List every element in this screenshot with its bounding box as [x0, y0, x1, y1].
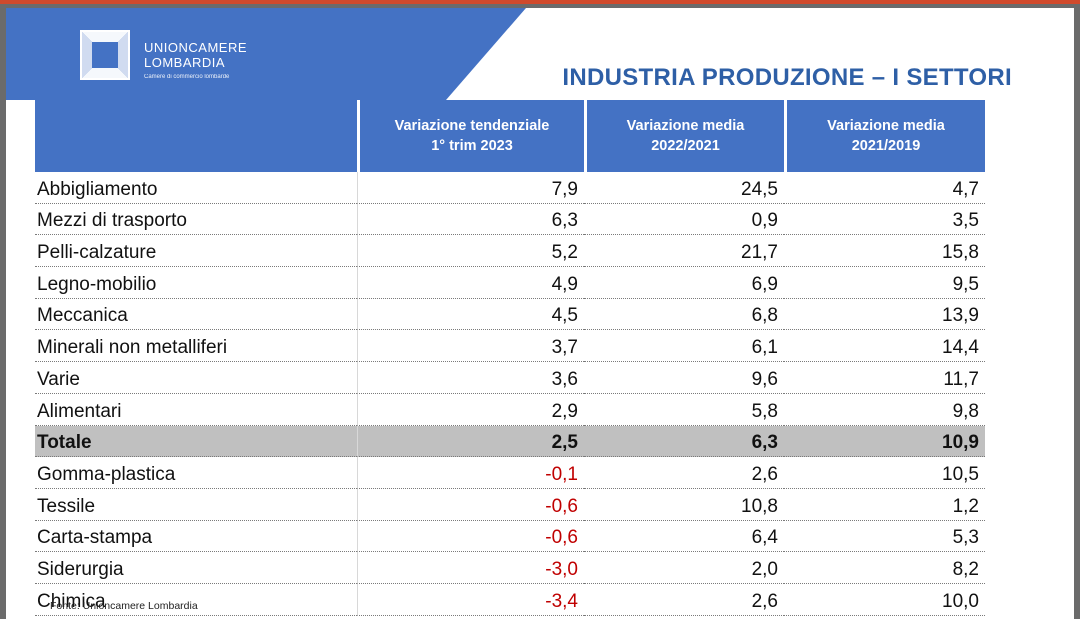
table-row: Legno-mobilio 4,9 6,9 9,5 — [35, 267, 985, 299]
sector-name: Minerali non metalliferi — [35, 330, 357, 363]
value-var-tendenziale: 5,2 — [357, 235, 584, 268]
value-var-media-2021-2019: 9,8 — [784, 394, 985, 426]
table-header-row: Variazione tendenziale 1° trim 2023 Varia… — [35, 100, 985, 172]
sector-table: Variazione tendenziale 1° trim 2023 Varia… — [35, 100, 985, 616]
sector-name: Carta-stampa — [35, 521, 357, 553]
value-var-media-2021-2019: 9,5 — [784, 267, 985, 299]
value-var-tendenziale: 3,7 — [357, 330, 584, 363]
sector-name: Meccanica — [35, 299, 357, 331]
value-var-media-2021-2019: 10,5 — [784, 457, 985, 489]
value-var-media-2022-2021: 6,4 — [584, 521, 784, 553]
slide: UNIONCAMERE LOMBARDIA Camere di commerci… — [6, 8, 1074, 619]
value-var-media-2022-2021: 0,9 — [584, 204, 784, 236]
value-var-media-2021-2019: 10,9 — [784, 425, 985, 458]
value-var-media-2022-2021: 24,5 — [584, 172, 784, 204]
table-row: Abbigliamento 7,9 24,5 4,7 — [35, 172, 985, 204]
table-body: Abbigliamento 7,9 24,5 4,7 Mezzi di trasport… — [35, 172, 985, 616]
table-row-total: Totale 2,5 6,3 10,9 — [35, 425, 985, 458]
value-var-tendenziale: 3,6 — [357, 362, 584, 394]
sector-name: Chimica — [35, 584, 357, 616]
value-var-tendenziale: 4,5 — [357, 298, 584, 331]
table-row: Alimentari 2,9 5,8 9,8 — [35, 393, 985, 426]
table-row: Mezzi di trasporto 6,3 0,9 3,5 — [35, 203, 985, 236]
header-sector — [35, 100, 357, 172]
table-row: Meccanica 4,5 6,8 13,9 — [35, 298, 985, 331]
sector-name: Abbigliamento — [35, 172, 357, 204]
value-var-tendenziale: 4,9 — [357, 267, 584, 299]
value-var-media-2022-2021: 6,3 — [584, 425, 784, 458]
value-var-media-2022-2021: 2,6 — [584, 584, 784, 616]
value-var-tendenziale: -3,0 — [357, 552, 584, 584]
value-var-media-2021-2019: 1,2 — [784, 489, 985, 521]
sector-name: Legno-mobilio — [35, 267, 357, 299]
top-accent-strip — [0, 0, 1080, 4]
header-var-tendenziale: Variazione tendenziale 1° trim 2023 — [357, 100, 584, 172]
value-var-media-2022-2021: 9,6 — [584, 362, 784, 394]
slide-title: INDUSTRIA PRODUZIONE – I SETTORI — [562, 64, 1012, 91]
value-var-media-2022-2021: 6,1 — [584, 330, 784, 363]
value-var-media-2021-2019: 4,7 — [784, 172, 985, 204]
value-var-media-2021-2019: 8,2 — [784, 552, 985, 584]
sector-name: Pelli-calzature — [35, 235, 357, 268]
value-var-tendenziale: 2,5 — [357, 425, 584, 458]
value-var-tendenziale: 7,9 — [357, 172, 584, 204]
value-var-media-2021-2019: 13,9 — [784, 299, 985, 331]
value-var-media-2021-2019: 5,3 — [784, 521, 985, 553]
table-row: Pelli-calzature 5,2 21,7 15,8 — [35, 235, 985, 268]
header-var-media-2022-2021: Variazione media 2022/2021 — [584, 100, 784, 172]
table-row: Carta-stampa -0,6 6,4 5,3 — [35, 520, 985, 553]
value-var-media-2022-2021: 2,0 — [584, 552, 784, 584]
sector-name: Varie — [35, 362, 357, 394]
value-var-media-2022-2021: 21,7 — [584, 235, 784, 268]
unioncamere-logo-icon — [80, 30, 130, 80]
value-var-tendenziale: 2,9 — [357, 393, 584, 426]
sector-name: Siderurgia — [35, 552, 357, 584]
sector-name: Gomma-plastica — [35, 457, 357, 489]
logo-line-2: LOMBARDIA — [144, 55, 226, 70]
value-var-media-2021-2019: 11,7 — [784, 362, 985, 394]
value-var-media-2021-2019: 14,4 — [784, 330, 985, 363]
table-row: Minerali non metalliferi 3,7 6,1 14,4 — [35, 330, 985, 363]
sector-name: Alimentari — [35, 394, 357, 426]
value-var-media-2022-2021: 6,9 — [584, 267, 784, 299]
sector-name: Mezzi di trasporto — [35, 204, 357, 236]
value-var-tendenziale: -0,6 — [357, 488, 584, 521]
table-row: Gomma-plastica -0,1 2,6 10,5 — [35, 457, 985, 489]
logo-subtitle: Camere di commercio lombarde — [144, 74, 230, 80]
value-var-tendenziale: 6,3 — [357, 203, 584, 236]
header-var-media-2021-2019: Variazione media 2021/2019 — [784, 100, 985, 172]
value-var-media-2022-2021: 5,8 — [584, 394, 784, 426]
source-note: Fonte: Unioncamere Lombardia — [50, 600, 198, 612]
logo-wordmark: UNIONCAMERE LOMBARDIA Camere di commerci… — [144, 40, 247, 82]
value-var-media-2021-2019: 15,8 — [784, 235, 985, 268]
value-var-media-2021-2019: 3,5 — [784, 204, 985, 236]
table-row: Tessile -0,6 10,8 1,2 — [35, 488, 985, 521]
value-var-tendenziale: -3,4 — [357, 583, 584, 616]
table-row: Chimica -3,4 2,6 10,0 — [35, 583, 985, 616]
value-var-media-2022-2021: 10,8 — [584, 489, 784, 521]
logo-line-1: UNIONCAMERE — [144, 40, 248, 55]
value-var-media-2021-2019: 10,0 — [784, 584, 985, 616]
sector-name: Totale — [35, 425, 357, 458]
header-banner — [6, 8, 526, 100]
value-var-tendenziale: -0,1 — [357, 457, 584, 489]
value-var-media-2022-2021: 2,6 — [584, 457, 784, 489]
value-var-tendenziale: -0,6 — [357, 520, 584, 553]
table-row: Siderurgia -3,0 2,0 8,2 — [35, 552, 985, 584]
sector-name: Tessile — [35, 489, 357, 521]
value-var-media-2022-2021: 6,8 — [584, 299, 784, 331]
table-row: Varie 3,6 9,6 11,7 — [35, 362, 985, 394]
